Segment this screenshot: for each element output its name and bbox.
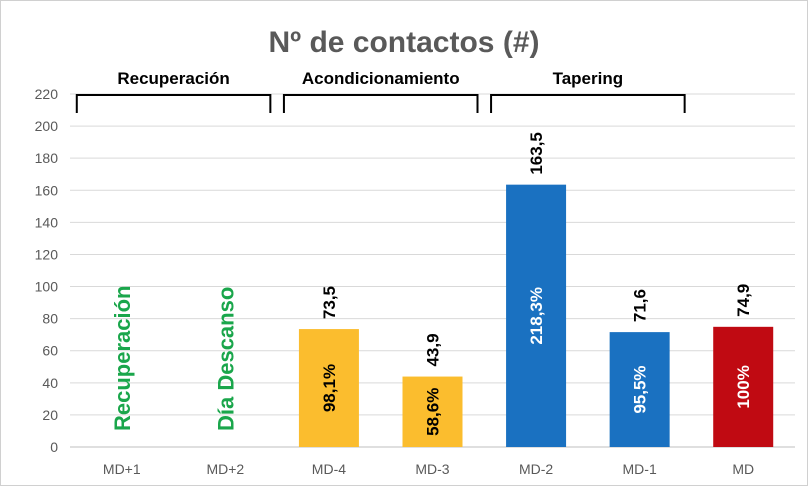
x-tick-label: MD xyxy=(732,461,754,477)
percent-label: 98,1% xyxy=(320,364,339,412)
bar xyxy=(402,376,463,447)
y-tick-label: 200 xyxy=(35,118,59,134)
group-bracket xyxy=(75,94,272,113)
group-bracket xyxy=(490,94,686,113)
y-tick-label: 20 xyxy=(42,407,58,423)
percent-label: 95,5% xyxy=(631,365,650,413)
group-label: Acondicionamiento xyxy=(302,69,460,88)
group-bracket xyxy=(282,94,479,113)
group-label: Recuperación xyxy=(117,69,229,88)
bar xyxy=(609,332,670,447)
y-tick-label: 40 xyxy=(42,375,58,391)
x-tick-label: MD-4 xyxy=(312,461,346,477)
y-tick-label: 180 xyxy=(35,150,59,166)
y-tick-label: 120 xyxy=(35,246,59,262)
y-tick-label: 60 xyxy=(42,343,58,359)
group-label: Tapering xyxy=(553,69,624,88)
bar-note: Recuperación xyxy=(110,286,135,432)
data-label: 74,9 xyxy=(734,284,753,317)
percent-label: 100% xyxy=(734,365,753,408)
bar-note: Día Descanso xyxy=(213,287,238,431)
bar xyxy=(506,184,567,448)
y-tick-label: 140 xyxy=(35,214,59,230)
y-tick-label: 80 xyxy=(42,311,58,327)
y-tick-label: 0 xyxy=(50,439,58,455)
bar xyxy=(713,326,774,447)
x-tick-label: MD-1 xyxy=(623,461,657,477)
x-tick-label: MD-3 xyxy=(415,461,449,477)
data-label: 71,6 xyxy=(631,289,650,322)
data-label: 43,9 xyxy=(424,333,443,366)
x-tick-label: MD+2 xyxy=(206,461,244,477)
y-tick-label: 160 xyxy=(35,182,59,198)
x-tick-label: MD+1 xyxy=(103,461,141,477)
bar xyxy=(298,329,359,447)
chart-title: Nº de contactos (#) xyxy=(269,26,540,59)
y-tick-label: 220 xyxy=(35,86,59,102)
x-tick-label: MD-2 xyxy=(519,461,553,477)
percent-label: 58,6% xyxy=(424,388,443,436)
y-tick-label: 100 xyxy=(35,279,59,295)
data-label: 163,5 xyxy=(527,132,546,175)
percent-label: 218,3% xyxy=(527,287,546,345)
data-label: 73,5 xyxy=(320,286,339,319)
